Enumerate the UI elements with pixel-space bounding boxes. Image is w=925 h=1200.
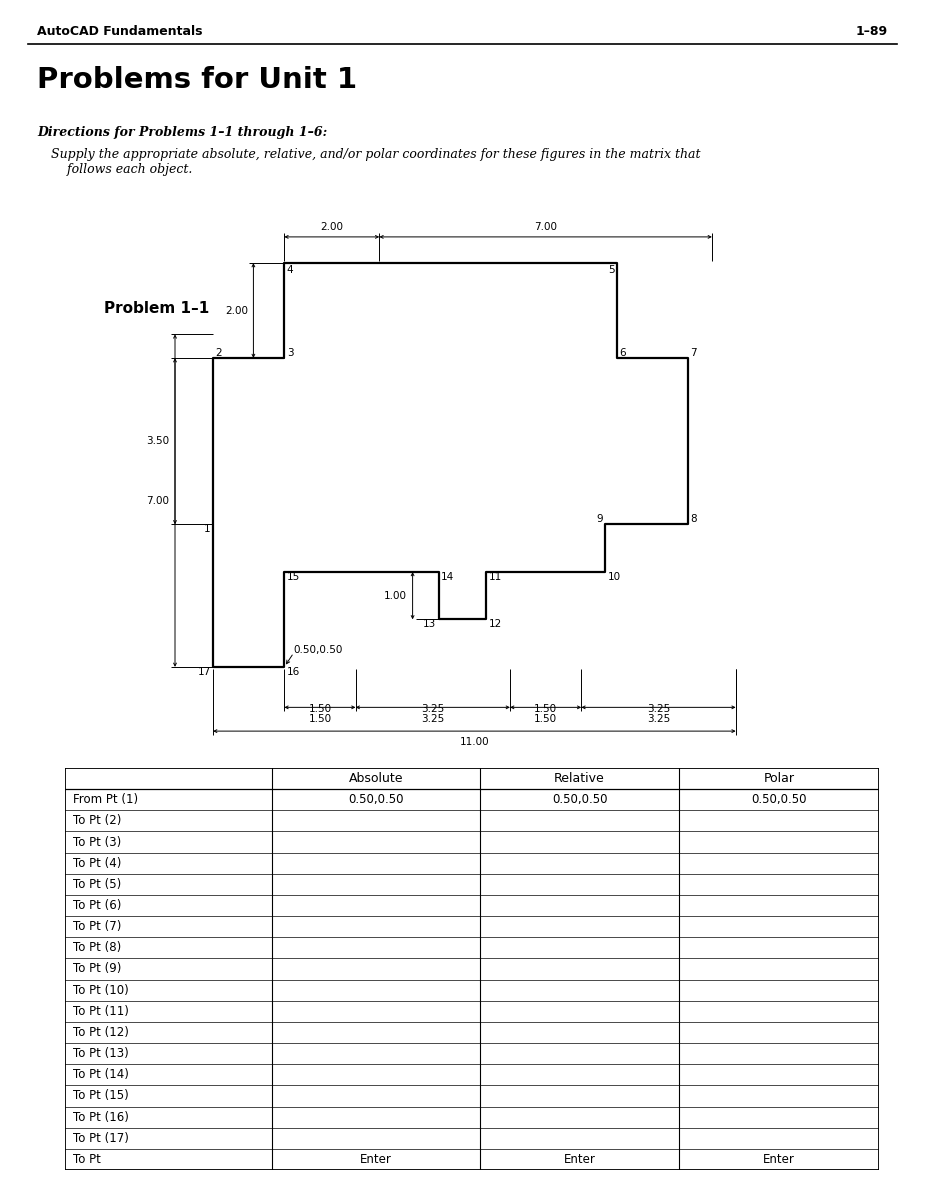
Text: 1.50: 1.50 [534,703,557,714]
Text: 4: 4 [287,265,293,276]
Text: 0.50,0.50: 0.50,0.50 [294,646,343,655]
Text: 0.50,0.50: 0.50,0.50 [751,793,807,806]
Text: 11.00: 11.00 [460,737,489,748]
Text: 16: 16 [287,667,300,677]
Text: Problem 1–1: Problem 1–1 [104,301,209,316]
Text: To Pt (4): To Pt (4) [73,857,121,870]
Text: 1: 1 [204,524,211,534]
Text: Directions for Problems 1–1 through 1–6:: Directions for Problems 1–1 through 1–6: [37,126,327,139]
Text: Problems for Unit 1: Problems for Unit 1 [37,66,357,94]
Text: To Pt (10): To Pt (10) [73,984,129,997]
Text: 1–89: 1–89 [856,25,888,37]
Text: 0.50,0.50: 0.50,0.50 [552,793,608,806]
Text: To Pt (17): To Pt (17) [73,1132,129,1145]
Text: 3: 3 [287,348,293,358]
Text: 17: 17 [197,667,211,677]
Text: To Pt (8): To Pt (8) [73,941,121,954]
Text: To Pt (5): To Pt (5) [73,878,121,890]
Text: Enter: Enter [360,1153,392,1166]
Text: To Pt (13): To Pt (13) [73,1048,129,1060]
Text: To Pt (14): To Pt (14) [73,1068,129,1081]
Text: Enter: Enter [563,1153,596,1166]
Text: 10: 10 [608,572,621,582]
Text: 8: 8 [691,515,697,524]
Text: 12: 12 [488,619,502,630]
Text: AutoCAD Fundamentals: AutoCAD Fundamentals [37,25,203,37]
Text: To Pt (6): To Pt (6) [73,899,121,912]
Text: Enter: Enter [763,1153,795,1166]
Text: 1.50: 1.50 [308,714,331,724]
Text: To Pt (9): To Pt (9) [73,962,121,976]
Text: 2.00: 2.00 [320,222,343,232]
Text: 3.50: 3.50 [146,437,169,446]
Text: 7.00: 7.00 [534,222,557,232]
Text: To Pt (2): To Pt (2) [73,815,121,827]
Text: Polar: Polar [763,772,795,785]
Text: 15: 15 [287,572,300,582]
Text: Supply the appropriate absolute, relative, and/or polar coordinates for these fi: Supply the appropriate absolute, relativ… [51,148,700,175]
Text: From Pt (1): From Pt (1) [73,793,138,806]
Text: 1.50: 1.50 [534,714,557,724]
Text: 6: 6 [620,348,626,358]
Text: 13: 13 [423,619,437,630]
Text: 0.50,0.50: 0.50,0.50 [349,793,404,806]
Text: 3.25: 3.25 [421,703,444,714]
Text: 14: 14 [441,572,454,582]
Text: 7.00: 7.00 [146,496,169,505]
Text: Relative: Relative [554,772,605,785]
Text: 7: 7 [691,348,697,358]
Text: 3.25: 3.25 [647,714,670,724]
Text: 3.25: 3.25 [647,703,670,714]
Text: To Pt (16): To Pt (16) [73,1111,129,1123]
Text: 2: 2 [216,348,222,358]
Text: To Pt: To Pt [73,1153,101,1166]
Text: 9: 9 [596,515,603,524]
Text: To Pt (12): To Pt (12) [73,1026,129,1039]
Text: To Pt (3): To Pt (3) [73,835,121,848]
Text: To Pt (11): To Pt (11) [73,1004,129,1018]
Text: Absolute: Absolute [349,772,403,785]
Text: To Pt (7): To Pt (7) [73,920,121,934]
Text: 11: 11 [488,572,502,582]
Text: To Pt (15): To Pt (15) [73,1090,129,1103]
Text: 1.00: 1.00 [384,590,407,601]
Text: 1.50: 1.50 [308,703,331,714]
Text: 2.00: 2.00 [226,306,249,316]
Text: 5: 5 [608,265,614,276]
Text: 3.25: 3.25 [421,714,444,724]
